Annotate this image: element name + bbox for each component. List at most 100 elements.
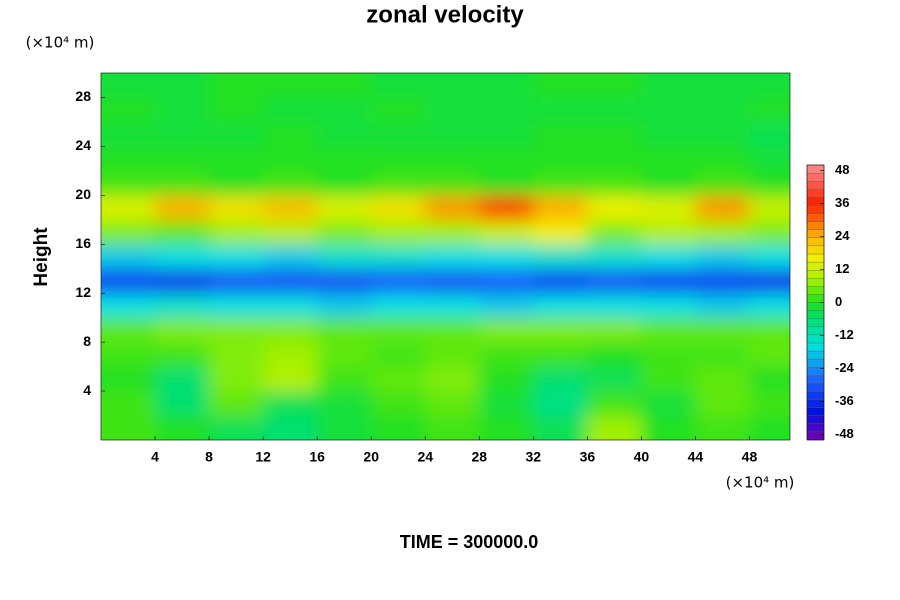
cell <box>425 219 480 245</box>
cell <box>533 268 588 294</box>
cell <box>263 268 318 294</box>
colorbar-segment <box>806 294 825 303</box>
colorbar-tick-label: 36 <box>835 195 849 210</box>
cell <box>695 244 750 270</box>
colorbar-segment <box>806 350 825 360</box>
cell <box>317 73 372 98</box>
cell <box>587 366 642 392</box>
cell <box>479 366 534 392</box>
colorbar-tick-label: -48 <box>835 426 854 441</box>
cell <box>641 391 696 417</box>
plot-area <box>101 73 790 440</box>
cell <box>479 170 534 196</box>
cell <box>101 268 156 294</box>
cell <box>479 146 534 172</box>
colorbar-segment <box>806 221 825 230</box>
colorbar-tick-label: 24 <box>835 228 850 243</box>
colorbar-segment <box>806 197 825 206</box>
colorbar-segment <box>806 310 825 319</box>
cell <box>263 391 318 417</box>
cell <box>371 97 426 123</box>
cell <box>695 317 750 343</box>
cell <box>263 317 318 343</box>
colorbar-segment <box>806 189 825 198</box>
cell <box>371 195 426 221</box>
colorbar-segment <box>806 237 825 247</box>
cell <box>425 73 480 98</box>
cell <box>425 391 480 417</box>
cell <box>533 195 588 221</box>
cell <box>425 293 480 319</box>
cell <box>533 342 588 368</box>
cell <box>587 121 642 147</box>
cell <box>641 170 696 196</box>
cell <box>101 121 156 147</box>
colorbar-segment <box>806 358 825 368</box>
colorbar-segment <box>806 383 825 392</box>
cell <box>749 317 790 343</box>
colorbar-segment <box>806 269 825 279</box>
cell <box>533 415 588 440</box>
y-axis-label: Height <box>31 227 52 287</box>
footer: TIME = 300000.0 <box>400 532 539 552</box>
colorbar-tick-label: -36 <box>835 393 854 408</box>
cell <box>641 317 696 343</box>
cell <box>425 415 480 440</box>
cell <box>479 195 534 221</box>
cell <box>371 317 426 343</box>
cell <box>155 415 210 440</box>
cell <box>479 97 534 123</box>
cell <box>209 415 264 440</box>
colorbar-tick-label: 12 <box>835 261 849 276</box>
cell <box>695 121 750 147</box>
cell <box>533 146 588 172</box>
cell <box>371 391 426 417</box>
cell <box>209 391 264 417</box>
colorbar-tick-label: -12 <box>835 327 854 342</box>
cell <box>695 170 750 196</box>
cell <box>533 293 588 319</box>
cell <box>425 195 480 221</box>
cell <box>425 146 480 172</box>
cell <box>263 97 318 123</box>
cell <box>641 97 696 123</box>
cell <box>101 219 156 245</box>
cell <box>749 73 790 98</box>
cell <box>749 342 790 368</box>
cell <box>317 366 372 392</box>
cell <box>749 97 790 123</box>
cell <box>371 342 426 368</box>
cell <box>533 366 588 392</box>
cell <box>155 293 210 319</box>
cell <box>155 195 210 221</box>
cell <box>317 244 372 270</box>
cell <box>533 391 588 417</box>
cell <box>317 121 372 147</box>
colorbar-segment <box>806 334 825 344</box>
cell <box>749 170 790 196</box>
cell <box>641 244 696 270</box>
cell <box>101 293 156 319</box>
cell <box>263 293 318 319</box>
cell <box>209 268 264 294</box>
cell <box>479 268 534 294</box>
cell <box>155 121 210 147</box>
cell <box>749 293 790 319</box>
cell <box>155 317 210 343</box>
cell <box>587 317 642 343</box>
cell <box>263 342 318 368</box>
cell <box>587 170 642 196</box>
colorbar-segment <box>806 431 825 441</box>
x-tick-label: 20 <box>363 449 379 465</box>
y-tick-label: 4 <box>83 382 91 398</box>
cell <box>101 317 156 343</box>
colorbar-segment <box>806 399 825 408</box>
y-tick-label: 16 <box>75 235 91 251</box>
cell <box>155 73 210 98</box>
x-tick-label: 48 <box>742 449 758 465</box>
cell <box>425 170 480 196</box>
cell <box>533 121 588 147</box>
colorbar-segment <box>806 278 825 287</box>
colorbar-tick-label: 0 <box>835 294 842 309</box>
cell <box>317 342 372 368</box>
